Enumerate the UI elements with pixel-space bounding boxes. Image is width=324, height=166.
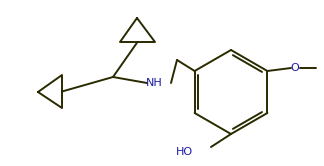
Text: NH: NH (146, 78, 163, 88)
Text: O: O (291, 63, 299, 73)
Text: HO: HO (176, 147, 193, 157)
